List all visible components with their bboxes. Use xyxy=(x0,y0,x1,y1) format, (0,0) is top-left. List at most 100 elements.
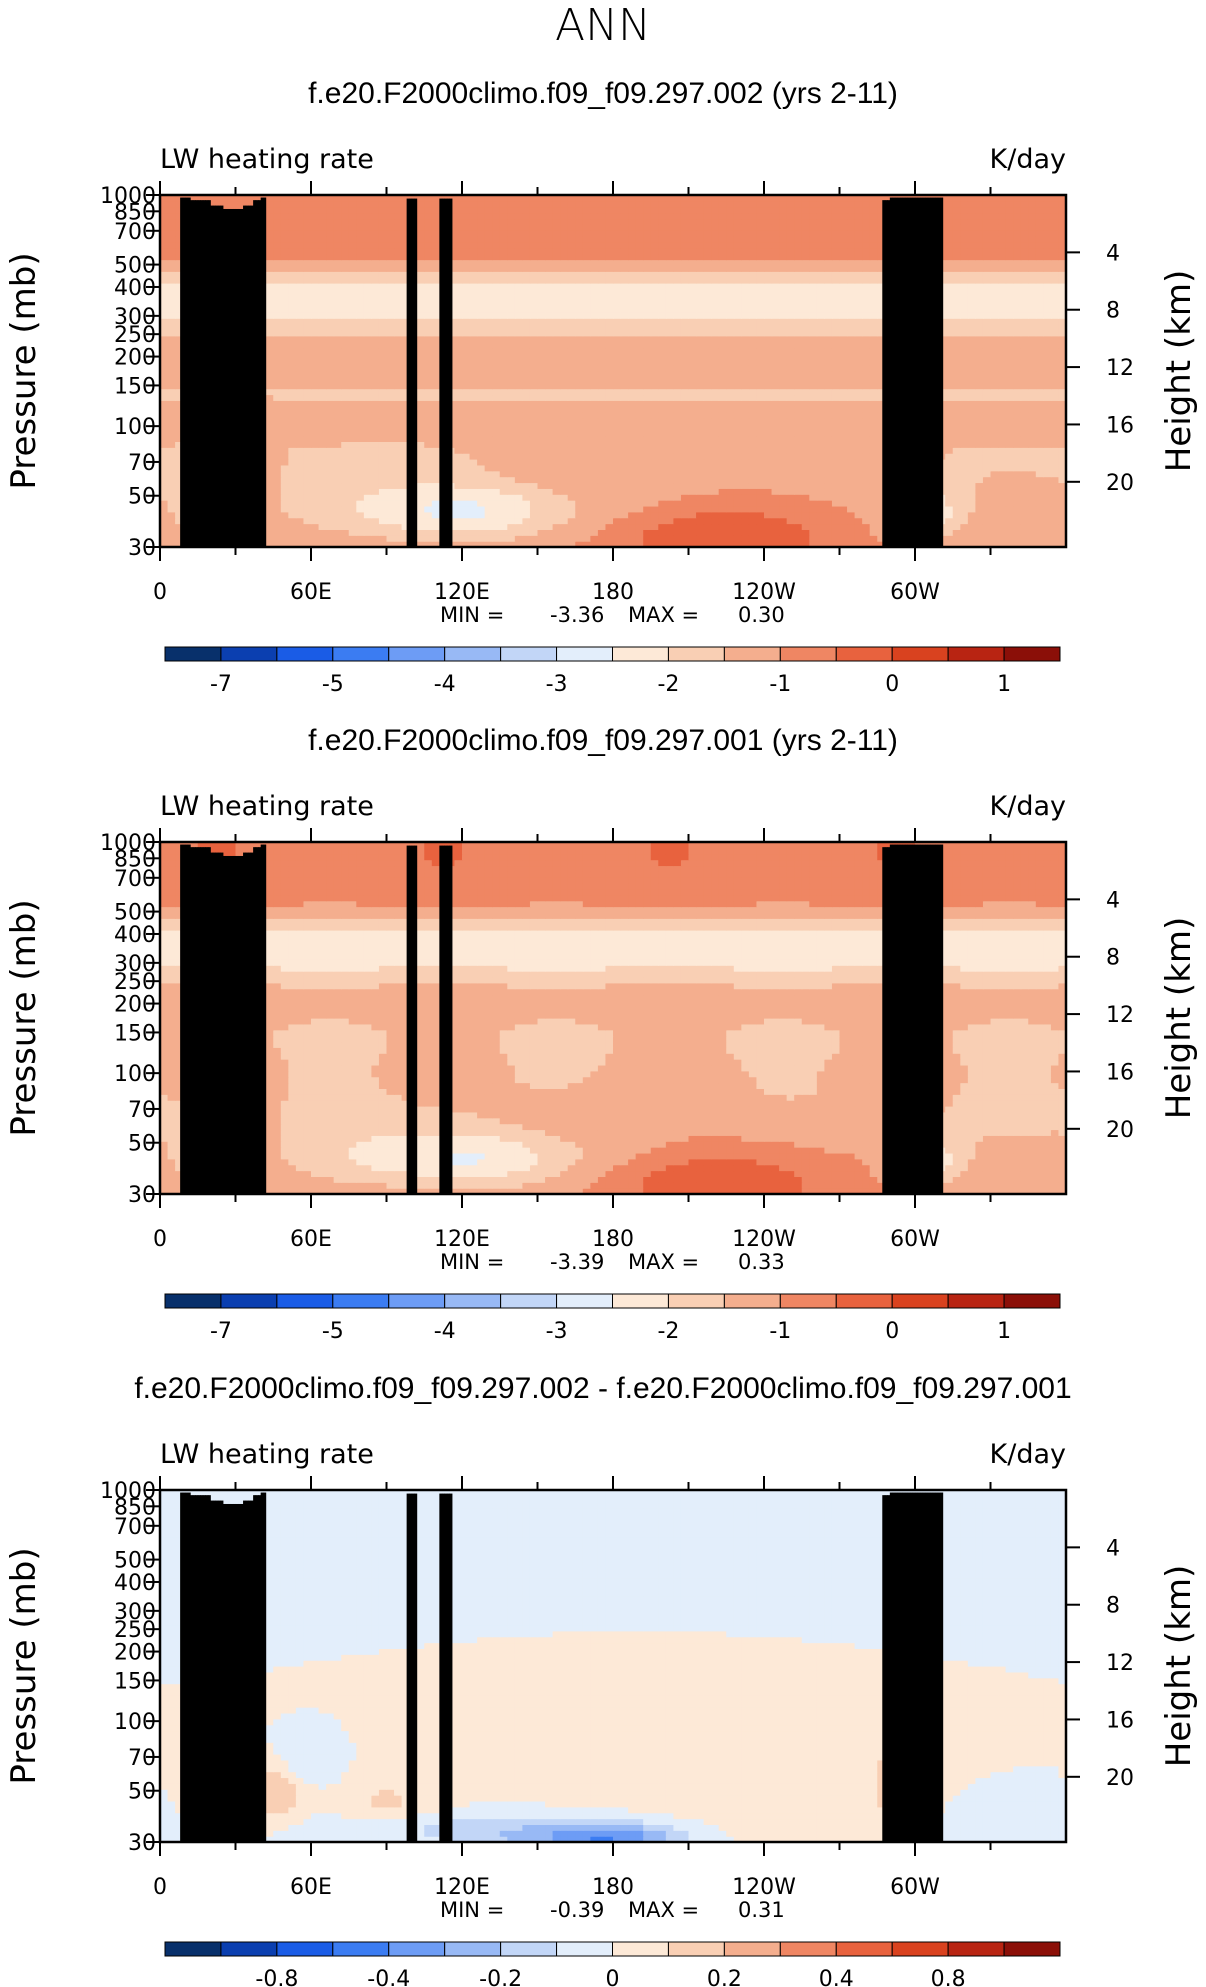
field-cell xyxy=(786,535,795,542)
field-cell xyxy=(484,517,493,525)
field-cell xyxy=(673,517,682,525)
field-cell xyxy=(356,300,365,308)
field-cell xyxy=(160,371,169,378)
field-cell xyxy=(869,359,878,366)
field-cell xyxy=(635,359,644,366)
field-cell xyxy=(733,505,742,513)
field-cell xyxy=(1005,535,1014,542)
field-cell xyxy=(650,371,659,378)
field-cell xyxy=(741,382,750,390)
field-cell xyxy=(386,435,395,442)
field-cell xyxy=(1043,488,1052,495)
field-cell xyxy=(650,406,659,413)
field-cell xyxy=(333,329,342,337)
field-cell xyxy=(303,500,312,507)
field-cell xyxy=(982,376,992,384)
field-cell xyxy=(522,347,531,354)
field-cell xyxy=(492,417,501,425)
field-cell xyxy=(1050,464,1060,472)
field-cell xyxy=(424,435,433,442)
field-cell xyxy=(545,476,554,484)
field-cell xyxy=(560,535,569,542)
field-cell xyxy=(665,529,674,536)
field-cell xyxy=(378,476,388,484)
field-cell xyxy=(628,488,637,495)
field-cell xyxy=(371,482,380,489)
field-cell xyxy=(492,441,501,448)
field-cell xyxy=(1005,335,1014,343)
field-cell xyxy=(552,500,561,507)
field-cell xyxy=(1005,423,1014,431)
field-cell xyxy=(582,300,591,308)
field-cell xyxy=(643,500,652,507)
field-cell xyxy=(741,312,750,319)
field-cell xyxy=(1028,423,1037,431)
field-cell xyxy=(831,529,841,536)
field-cell xyxy=(650,476,659,484)
field-cell xyxy=(945,423,954,431)
field-cell xyxy=(733,535,742,542)
field-cell xyxy=(635,511,644,519)
field-cell xyxy=(862,335,871,343)
field-cell xyxy=(462,435,471,442)
field-cell xyxy=(552,406,561,413)
field-cell xyxy=(967,406,976,413)
field-cell xyxy=(1035,306,1044,313)
field-cell xyxy=(688,464,697,472)
field-cell xyxy=(952,494,961,501)
field-cell xyxy=(960,529,969,536)
field-cell xyxy=(809,371,818,378)
field-cell xyxy=(160,318,169,325)
field-cell xyxy=(1020,505,1029,513)
field-cell xyxy=(371,523,380,530)
field-cell xyxy=(567,517,576,525)
field-cell xyxy=(680,541,690,547)
field-cell xyxy=(1028,447,1037,454)
field-cell xyxy=(311,500,320,507)
field-cell xyxy=(560,312,569,319)
field-cell xyxy=(575,300,584,308)
field-cell xyxy=(507,312,516,319)
field-cell xyxy=(726,494,735,501)
field-cell xyxy=(560,306,569,313)
field-cell xyxy=(1028,459,1037,466)
field-cell xyxy=(831,318,841,325)
field-cell xyxy=(635,464,644,472)
field-cell xyxy=(507,464,516,472)
field-cell xyxy=(801,376,810,384)
field-cell xyxy=(658,517,667,525)
field-cell xyxy=(779,318,788,325)
field-cell xyxy=(1005,511,1014,519)
field-cell xyxy=(394,341,403,349)
field-cell xyxy=(545,459,554,466)
field-cell xyxy=(635,388,644,396)
field-cell xyxy=(378,459,388,466)
field-cell xyxy=(771,523,780,530)
field-cell xyxy=(378,300,388,308)
field-cell xyxy=(394,371,403,378)
field-cell xyxy=(341,441,350,448)
field-cell xyxy=(680,429,690,437)
field-cell xyxy=(809,453,818,460)
field-cell xyxy=(1020,388,1029,396)
field-cell xyxy=(567,459,576,466)
field-cell xyxy=(545,482,554,489)
field-cell xyxy=(658,312,667,319)
field-cell xyxy=(975,306,984,313)
field-cell xyxy=(484,353,493,360)
field-cell xyxy=(597,423,607,431)
field-cell xyxy=(371,376,380,384)
field-cell xyxy=(311,347,320,354)
field-cell xyxy=(877,412,886,419)
field-cell xyxy=(1050,376,1060,384)
field-cell xyxy=(454,523,463,530)
field-cell xyxy=(462,429,471,437)
field-cell xyxy=(952,359,961,366)
field-cell xyxy=(311,535,320,542)
field-cell xyxy=(167,353,176,360)
field-cell xyxy=(424,529,433,536)
field-cell xyxy=(462,394,471,401)
field-cell xyxy=(1058,406,1066,413)
field-cell xyxy=(363,371,372,378)
field-cell xyxy=(635,494,644,501)
